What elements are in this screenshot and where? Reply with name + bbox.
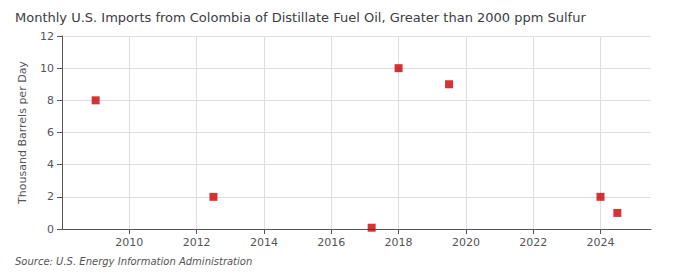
svg-text:2: 2 xyxy=(47,190,54,203)
svg-text:6: 6 xyxy=(47,126,54,139)
svg-text:2024: 2024 xyxy=(587,236,615,249)
svg-text:0: 0 xyxy=(47,223,54,236)
svg-text:4: 4 xyxy=(47,158,54,171)
svg-text:2014: 2014 xyxy=(250,236,278,249)
svg-text:Monthly U.S. Imports from Colo: Monthly U.S. Imports from Colombia of Di… xyxy=(15,10,586,25)
svg-text:2016: 2016 xyxy=(317,236,345,249)
svg-text:8: 8 xyxy=(47,94,54,107)
svg-text:2022: 2022 xyxy=(519,236,547,249)
svg-text:2010: 2010 xyxy=(115,236,143,249)
svg-text:2020: 2020 xyxy=(452,236,480,249)
svg-text:2012: 2012 xyxy=(183,236,211,249)
svg-text:Source: U.S. Energy Informatio: Source: U.S. Energy Information Administ… xyxy=(15,256,252,267)
svg-text:Thousand Barrels per Day: Thousand Barrels per Day xyxy=(16,61,29,205)
svg-text:12: 12 xyxy=(40,30,54,43)
svg-text:10: 10 xyxy=(40,62,54,75)
svg-text:2018: 2018 xyxy=(385,236,413,249)
